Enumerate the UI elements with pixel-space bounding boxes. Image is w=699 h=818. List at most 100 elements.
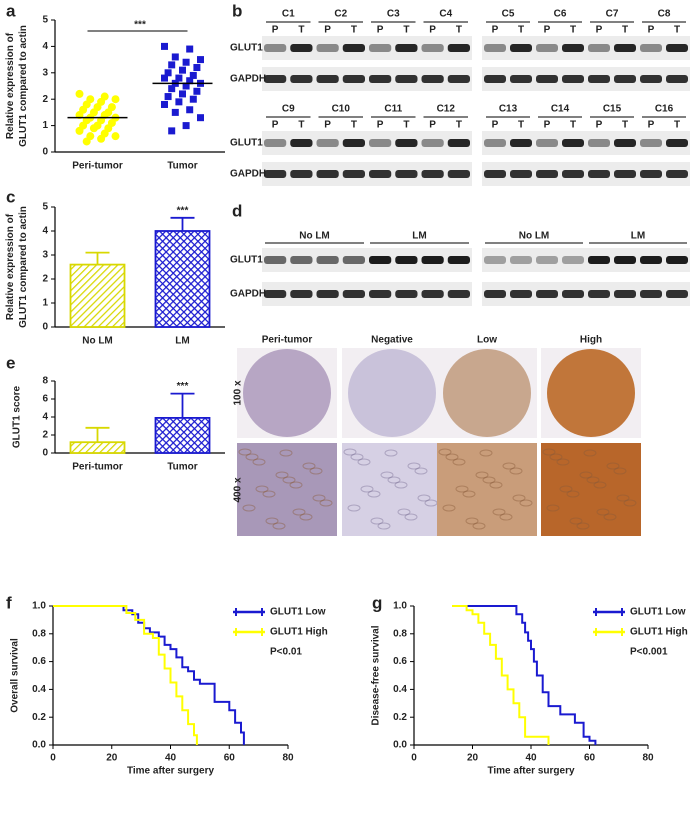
- x-tick-label: 60: [224, 753, 236, 764]
- blot-band: [484, 170, 506, 178]
- ihc-row-label: 100 x: [233, 380, 244, 405]
- ihc-texture: [377, 522, 391, 530]
- panel-label: c: [6, 187, 15, 206]
- bar: [69, 441, 126, 454]
- ihc-texture: [282, 476, 296, 484]
- ihc-texture: [492, 508, 506, 516]
- blot-band: [588, 75, 610, 83]
- dot: [164, 69, 172, 77]
- lane-sub-label: T: [403, 120, 409, 131]
- ihc-texture: [357, 458, 371, 466]
- blot-band: [640, 170, 662, 178]
- y-tick-label: 5: [42, 202, 48, 213]
- bar: [69, 263, 126, 328]
- y-tick-label: 0: [42, 147, 48, 158]
- ihc-texture: [579, 471, 593, 479]
- lane-label: C2: [334, 9, 347, 20]
- blot-band: [316, 139, 339, 147]
- blot-band: [290, 139, 313, 147]
- lane-sub-label: T: [622, 25, 628, 36]
- dot: [182, 122, 190, 130]
- band-label: GLUT1: [230, 138, 263, 149]
- ihc-texture: [275, 471, 289, 479]
- x-tick-label: 80: [642, 753, 654, 764]
- ihc-texture: [370, 517, 384, 525]
- band-label: GAPDH: [230, 289, 266, 300]
- x-tick-label: LM: [175, 336, 189, 347]
- lane-label: C4: [439, 9, 452, 20]
- lane-sub-label: T: [570, 120, 576, 131]
- blot-band: [447, 256, 470, 264]
- lane-sub-label: P: [648, 120, 655, 131]
- dot: [161, 74, 168, 82]
- ihc-texture: [384, 449, 398, 457]
- blot-band: [316, 170, 339, 178]
- blot-band: [290, 170, 313, 178]
- blot-band: [588, 139, 610, 147]
- ihc-texture: [302, 462, 316, 470]
- dot: [168, 61, 176, 69]
- lane-label: C12: [437, 104, 456, 115]
- p-value: P<0.01: [270, 647, 302, 658]
- blot-band: [264, 139, 287, 147]
- y-tick-label: 2: [42, 94, 48, 105]
- blot-band: [290, 75, 313, 83]
- dot: [168, 85, 176, 93]
- lane-sub-label: T: [456, 25, 462, 36]
- x-tick-label: 40: [165, 753, 177, 764]
- x-axis-title: Time after surgery: [127, 766, 215, 777]
- blot-band: [536, 75, 558, 83]
- legend-label: GLUT1 Low: [270, 607, 326, 618]
- ihc-texture: [596, 508, 610, 516]
- blot-band: [395, 75, 418, 83]
- ihc-texture: [452, 458, 466, 466]
- panel-label: d: [232, 201, 242, 220]
- blot-band: [342, 139, 365, 147]
- y-tick-label: 4: [42, 41, 48, 52]
- ihc-texture: [309, 467, 323, 475]
- blot-band: [264, 44, 287, 52]
- dot: [189, 71, 197, 79]
- lane-sub-label: T: [298, 120, 304, 131]
- y-tick-label: 5: [42, 15, 48, 26]
- blot-band: [510, 256, 532, 264]
- bar: [154, 230, 211, 328]
- ihc-texture: [265, 517, 279, 525]
- dot: [182, 58, 190, 66]
- blot-band: [316, 290, 339, 298]
- y-tick-label: 2: [42, 430, 48, 441]
- ihc-texture: [394, 481, 408, 489]
- survival-curve: [53, 605, 198, 745]
- ihc-texture: [255, 485, 269, 493]
- dot: [179, 90, 186, 98]
- ihc-texture: [292, 508, 306, 516]
- ihc-texture: [566, 490, 580, 498]
- band-label: GLUT1: [230, 43, 263, 54]
- blot-band: [421, 139, 444, 147]
- blot-band: [447, 75, 470, 83]
- blot-band: [510, 290, 532, 298]
- blot-band: [342, 170, 365, 178]
- y-tick-label: 0.2: [393, 712, 407, 723]
- lane-sub-label: P: [429, 25, 436, 36]
- blot-band: [640, 75, 662, 83]
- lane-sub-label: T: [518, 25, 524, 36]
- blot-band: [562, 44, 584, 52]
- lane-label: C10: [332, 104, 351, 115]
- ihc-texture: [593, 481, 607, 489]
- y-tick-label: 0.6: [32, 656, 46, 667]
- y-axis-title: GLUT1 score: [12, 385, 23, 448]
- y-tick-label: 0.2: [32, 712, 46, 723]
- blot-band: [290, 44, 313, 52]
- x-tick-label: Tumor: [167, 462, 197, 473]
- ihc-column-label: High: [580, 335, 602, 346]
- ihc-texture: [472, 522, 486, 530]
- blot-band: [562, 139, 584, 147]
- blot-band: [290, 256, 313, 264]
- dot: [111, 132, 120, 141]
- blot-band: [666, 139, 688, 147]
- y-tick-label: 4: [42, 412, 48, 423]
- blot-band: [614, 256, 636, 264]
- lane-sub-label: P: [429, 120, 436, 131]
